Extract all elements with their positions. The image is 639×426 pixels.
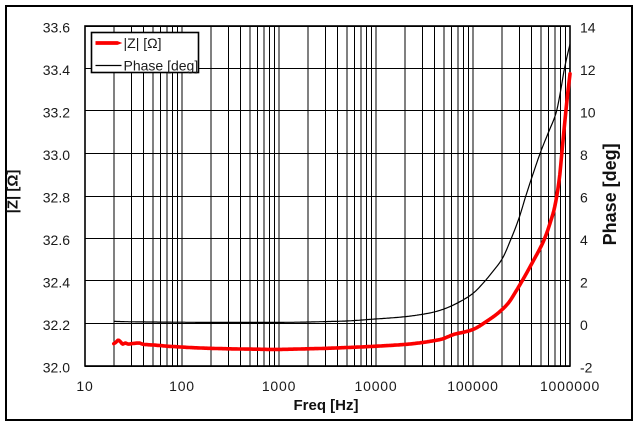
svg-text:1000000: 1000000 [540, 378, 600, 394]
svg-text:0: 0 [580, 317, 588, 333]
svg-text:32.8: 32.8 [43, 190, 70, 206]
svg-text:8: 8 [580, 147, 588, 163]
svg-text:4: 4 [580, 232, 588, 248]
svg-text:33.0: 33.0 [43, 147, 70, 163]
svg-text:14: 14 [580, 20, 596, 36]
svg-text:32.2: 32.2 [43, 317, 70, 333]
svg-text:|Z| [Ω]: |Z| [Ω] [124, 35, 162, 51]
svg-text:32.4: 32.4 [43, 275, 70, 291]
svg-text:12: 12 [580, 62, 596, 78]
svg-text:10: 10 [580, 105, 596, 121]
svg-text:100: 100 [169, 378, 195, 394]
svg-text:33.6: 33.6 [43, 20, 70, 36]
svg-text:10: 10 [76, 378, 93, 394]
svg-text:33.2: 33.2 [43, 105, 70, 121]
svg-text:32.6: 32.6 [43, 232, 70, 248]
svg-text:100000: 100000 [447, 378, 499, 394]
svg-text:-2: -2 [580, 360, 593, 376]
svg-text:33.4: 33.4 [43, 62, 70, 78]
svg-text:32.0: 32.0 [43, 360, 70, 376]
svg-text:Phase [deg]: Phase [deg] [600, 143, 620, 245]
svg-text:|Z| [Ω]: |Z| [Ω] [5, 170, 22, 214]
svg-text:2: 2 [580, 275, 588, 291]
svg-text:6: 6 [580, 190, 588, 206]
svg-text:Phase [deg]: Phase [deg] [124, 58, 199, 74]
svg-text:10000: 10000 [355, 378, 398, 394]
svg-text:Freq [Hz]: Freq [Hz] [294, 397, 359, 414]
svg-text:1000: 1000 [262, 378, 296, 394]
